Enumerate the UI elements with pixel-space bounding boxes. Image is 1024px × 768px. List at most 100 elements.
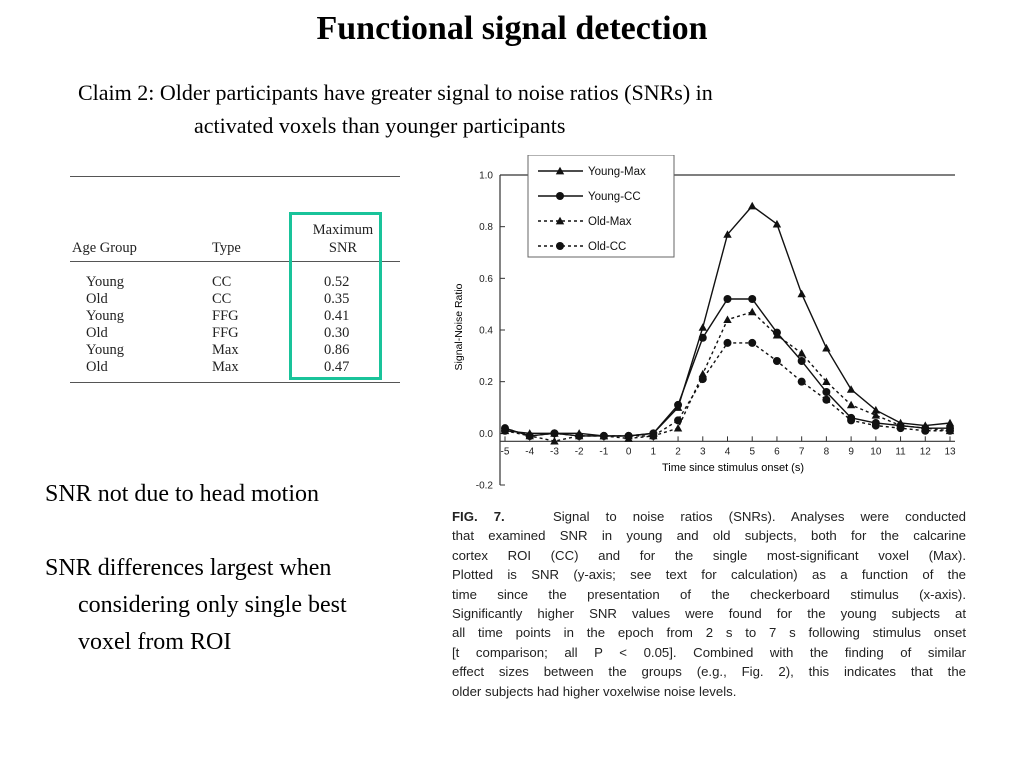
table-cell-type: Max <box>212 342 239 358</box>
caption-line-8: [t comparison; all P < 0.05]. Combined w… <box>452 644 966 660</box>
legend-marker-circle <box>556 192 564 200</box>
data-point-circle <box>674 416 683 425</box>
table-cell-type: Max <box>212 359 239 375</box>
data-point-circle <box>698 333 707 342</box>
data-point-circle <box>501 426 509 435</box>
header-type: Type <box>212 240 241 256</box>
legend-label: Old-Max <box>588 216 632 228</box>
data-point-circle <box>772 357 781 365</box>
caption-line-9: effect sizes between the groups (e.g., F… <box>452 664 966 680</box>
y-tick-label: 0.4 <box>479 326 493 337</box>
table-cell-snr: 0.86 <box>324 342 350 358</box>
table-cell-age: Old <box>86 359 108 375</box>
x-tick-label: 13 <box>944 446 956 457</box>
x-tick-label: 11 <box>895 446 906 457</box>
claim-line-1: Claim 2: Older participants have greater… <box>78 80 713 105</box>
caption-line-3: cortex ROI (CC) and for the single most-… <box>452 547 966 563</box>
header-max-snr-line1: Maximum <box>312 222 374 238</box>
table-cell-type: FFG <box>212 325 239 341</box>
data-point-circle <box>723 338 732 347</box>
x-tick-label: -4 <box>525 446 534 457</box>
legend-label: Old-CC <box>588 241 626 253</box>
header-age-group: Age Group <box>72 240 137 256</box>
data-point-triangle <box>797 289 806 298</box>
y-tick-label: 0.6 <box>479 274 493 285</box>
data-point-triangle <box>772 219 782 228</box>
data-point-circle <box>847 416 856 425</box>
x-tick-label: 1 <box>651 446 657 457</box>
table-cell-snr: 0.30 <box>324 325 350 341</box>
table-cell-type: FFG <box>212 308 239 324</box>
caption-line: FIG. 7. Signal to noise ratios (SNRs). A… <box>452 507 966 526</box>
caption-line-1: Signal to noise ratios (SNRs). Analyses … <box>552 509 967 524</box>
series-line-old-cc <box>504 342 950 437</box>
data-point-triangle <box>698 323 707 331</box>
caption-line-6: Significantly higher SNR values were fou… <box>452 606 966 622</box>
y-tick-label: 1.0 <box>479 171 493 182</box>
legend-marker-circle <box>556 242 564 250</box>
data-point-circle <box>946 426 954 435</box>
table-cell-snr: 0.47 <box>324 359 350 375</box>
y-tick-label: 0.0 <box>479 429 493 440</box>
x-tick-label: 10 <box>870 446 882 457</box>
x-axis-label: Time since stimulus onset (s) <box>662 462 804 474</box>
data-point-triangle <box>846 385 856 393</box>
x-tick-label: 5 <box>749 446 755 457</box>
x-tick-label: 4 <box>725 446 731 457</box>
x-tick-label: 7 <box>799 446 805 457</box>
legend-box <box>527 155 675 258</box>
chart-series <box>500 201 955 445</box>
caption-line-2: that examined SNR in young and old subje… <box>452 528 966 544</box>
bullet-2-line-1: SNR differences largest when <box>45 555 332 581</box>
bullet-2-line-3: voxel from ROI <box>78 629 232 655</box>
data-point-triangle <box>871 405 881 414</box>
data-point-circle <box>624 431 633 440</box>
x-tick-label: -2 <box>575 446 584 457</box>
data-point-circle <box>797 357 806 365</box>
caption-line-5: time since the presentation of the check… <box>452 586 966 602</box>
y-tick-label: 0.8 <box>479 222 493 233</box>
data-point-circle <box>748 295 757 303</box>
table-cell-age: Young <box>86 342 125 358</box>
max-snr-highlight-box <box>289 212 382 380</box>
table-cell-type: CC <box>212 274 232 290</box>
legend-label: Young-CC <box>588 191 641 203</box>
data-point-triangle <box>748 201 757 210</box>
data-point-triangle <box>673 423 683 432</box>
table-cell-snr: 0.52 <box>324 274 350 290</box>
snr-line-chart: -0.20.00.20.40.60.81.0-5 -4 -3 -2 -1 0 1 2 3 4 5 6 7… <box>453 155 956 492</box>
data-point-triangle <box>748 307 757 316</box>
x-tick-label: -5 <box>501 446 510 457</box>
data-point-circle <box>674 400 683 409</box>
x-tick-label: 8 <box>824 446 830 457</box>
claim-text: Claim 2: Older participants have greater… <box>78 76 713 142</box>
data-point-triangle <box>822 377 831 386</box>
header-max-snr-line2: SNR <box>328 240 358 256</box>
table-cell-snr: 0.35 <box>324 291 350 307</box>
table-cell-age: Old <box>86 325 108 341</box>
y-axis-label: Signal-Noise Ratio <box>453 283 465 370</box>
data-point-circle <box>525 431 534 440</box>
data-point-circle <box>921 426 930 435</box>
table-cell-age: Young <box>86 274 125 290</box>
data-point-circle <box>723 295 732 303</box>
data-point-triangle <box>945 418 955 427</box>
bullet-snr-differences: SNR differences largest when considering… <box>45 550 347 661</box>
data-point-circle <box>575 431 584 440</box>
x-tick-label: 9 <box>848 446 854 457</box>
slide-title: Functional signal detection <box>316 10 708 47</box>
table-cell-age: Old <box>86 291 108 307</box>
x-tick-label: -1 <box>599 446 608 457</box>
data-point-circle <box>698 375 707 384</box>
x-tick-label: 6 <box>774 446 780 457</box>
caption-line-7: all time points in the epoch from 2 s to… <box>452 625 966 641</box>
y-tick-label: -0.2 <box>476 481 494 492</box>
series-line-old-max <box>504 311 951 442</box>
data-point-triangle <box>822 343 831 352</box>
y-tick-label: 0.2 <box>479 377 493 388</box>
chart-legend: Young-Max Young-CC Old-Max Old-CC <box>527 155 675 258</box>
data-point-triangle <box>723 230 732 238</box>
data-point-triangle <box>772 330 782 339</box>
legend-marker-triangle <box>555 216 565 225</box>
table-header-rule <box>70 261 400 262</box>
